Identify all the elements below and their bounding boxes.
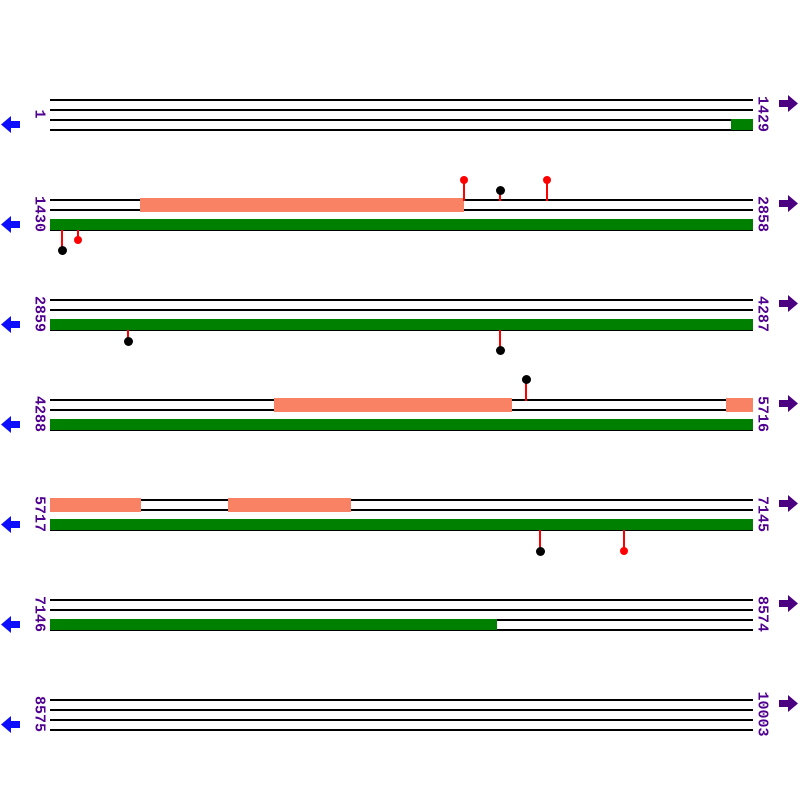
forward-strand-arrow-icon[interactable] [779, 495, 798, 512]
frame-line [50, 709, 753, 711]
row-start-coord: 7146 [30, 595, 48, 633]
row-start-coord: 4288 [30, 395, 48, 433]
orf-bar [140, 198, 464, 212]
frame-line [50, 509, 753, 511]
marker-dot-red [74, 236, 82, 244]
forward-strand-arrow-icon[interactable] [779, 295, 798, 312]
marker-stem [546, 180, 548, 201]
row-end-coord: 5716 [753, 395, 771, 433]
sequence-row: 4288 5716 [0, 374, 800, 479]
row-end-coord: 1429 [753, 95, 771, 133]
reverse-strand-arrow-icon[interactable] [1, 416, 20, 433]
marker-dot-black [495, 345, 505, 355]
reverse-strand-arrow-icon[interactable] [1, 216, 20, 233]
sequence-row: 5717 7145 [0, 479, 800, 579]
forward-strand-arrow-icon[interactable] [779, 95, 798, 112]
gene-bar [731, 119, 753, 130]
row-end-coord: 4287 [753, 295, 771, 333]
reverse-strand-arrow-icon[interactable] [1, 616, 20, 633]
frame-line [50, 309, 753, 311]
row-start-coord: 1430 [30, 195, 48, 233]
sequence-row: 7146 8574 [0, 579, 800, 679]
frame-line [50, 729, 753, 731]
frame-line [50, 229, 753, 231]
frame-line [50, 299, 753, 301]
reverse-strand-arrow-icon[interactable] [1, 316, 20, 333]
sequence-row: 1 1429 [0, 79, 800, 179]
marker-dot-red [620, 547, 628, 555]
forward-strand-arrow-icon[interactable] [779, 195, 798, 212]
marker-dot-black [535, 546, 545, 556]
gene-bar [50, 419, 753, 430]
row-start-coord: 5717 [30, 495, 48, 533]
row-end-coord: 7145 [753, 495, 771, 533]
sequence-row: 8575 10003 [0, 679, 800, 779]
orf-bar [274, 398, 512, 412]
marker-dot-black [57, 245, 67, 255]
gene-bar [50, 519, 753, 530]
frame-line [50, 499, 753, 501]
marker-stem [623, 530, 625, 551]
frame-line [50, 99, 753, 101]
marker-stem [499, 330, 501, 350]
sequence-row: 1430 2858 [0, 176, 800, 279]
marker-dot-black [495, 185, 505, 195]
orf-bar [726, 398, 753, 412]
forward-strand-arrow-icon[interactable] [779, 395, 798, 412]
reverse-strand-arrow-icon[interactable] [1, 516, 20, 533]
marker-stem [127, 330, 129, 341]
marker-dot-red [543, 176, 551, 184]
frame-line [50, 609, 753, 611]
row-end-coord: 10003 [753, 691, 771, 737]
frame-line [50, 699, 753, 701]
marker-stem [499, 190, 501, 201]
row-start-coord: 1 [30, 109, 48, 119]
marker-dot-black [123, 336, 133, 346]
frame-line [50, 719, 753, 721]
marker-stem [525, 379, 527, 401]
reverse-strand-arrow-icon[interactable] [1, 716, 20, 733]
row-end-coord: 8574 [753, 595, 771, 633]
forward-strand-arrow-icon[interactable] [779, 595, 798, 612]
frame-line [50, 109, 753, 111]
marker-dot-red [460, 176, 468, 184]
frame-line [50, 529, 753, 531]
gene-bar [50, 319, 753, 330]
frame-line [50, 119, 753, 121]
frame-line [50, 629, 753, 631]
forward-strand-arrow-icon[interactable] [779, 695, 798, 712]
orf-bar [50, 498, 141, 512]
frame-line [50, 329, 753, 331]
orf-bar [228, 498, 351, 512]
row-start-coord: 2859 [30, 295, 48, 333]
gene-bar [50, 219, 753, 230]
marker-stem [77, 230, 79, 240]
frame-line [50, 429, 753, 431]
frame-line [50, 129, 753, 131]
frame-line [50, 599, 753, 601]
row-end-coord: 2858 [753, 195, 771, 233]
marker-stem [463, 180, 465, 201]
reverse-strand-arrow-icon[interactable] [1, 116, 20, 133]
row-start-coord: 8575 [30, 695, 48, 733]
sequence-row: 2859 4287 [0, 279, 800, 379]
marker-stem [539, 530, 541, 551]
marker-dot-black [521, 374, 531, 384]
marker-stem [61, 230, 63, 250]
gene-bar [50, 619, 497, 630]
